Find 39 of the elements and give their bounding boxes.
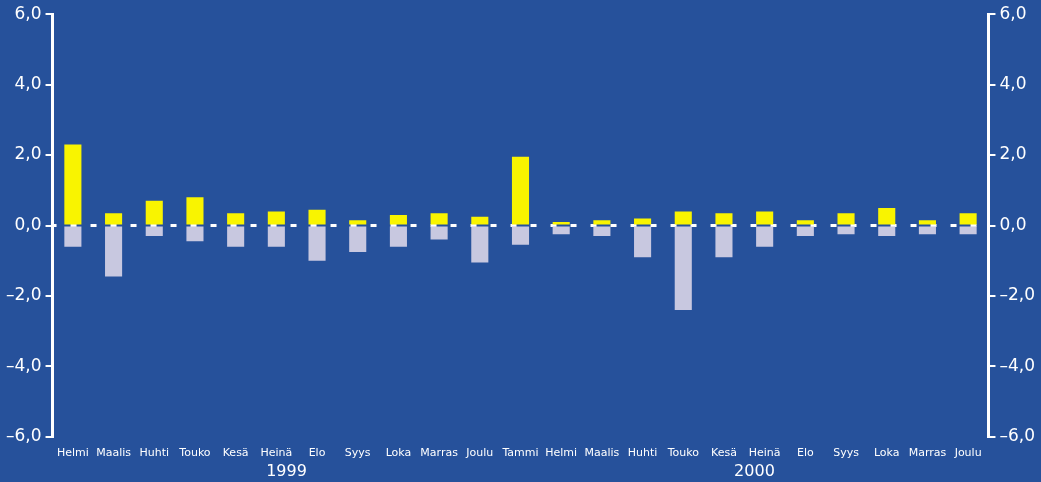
- x-tick-label: Helmi: [56, 446, 89, 460]
- x-tick-label: Loka: [873, 446, 900, 460]
- x-tick-label: Kesä: [222, 446, 249, 460]
- x-tick-label: Elo: [308, 446, 326, 460]
- y-tick-label: 4,0: [14, 73, 42, 94]
- x-tick-label: Syys: [833, 446, 860, 460]
- x-tick-label: Syys: [344, 446, 371, 460]
- y-tick-label: 0,0: [14, 213, 42, 234]
- x-tick-label: Marras: [420, 446, 459, 460]
- x-tick-label: Joulu: [953, 446, 982, 460]
- x-tick-label: Tammi: [501, 446, 539, 460]
- y2-tick-label: 4,0: [999, 73, 1027, 94]
- x-tick-label: Loka: [385, 446, 412, 460]
- x-tick-label: Touko: [178, 446, 211, 460]
- x-tick-label: Elo: [796, 446, 814, 460]
- x-tick-label: Marras: [908, 446, 947, 460]
- x-tick-label: Joulu: [465, 446, 494, 460]
- y2-tick-label: –2,0: [999, 284, 1036, 305]
- x-tick-label: Huhti: [139, 446, 170, 460]
- x-tick-label: Touko: [666, 446, 700, 460]
- x-tick-label: Helmi: [545, 446, 578, 460]
- x-tick-label: Heinä: [260, 446, 293, 460]
- x-tick-label: Maalis: [584, 446, 620, 460]
- y2-tick-label: 6,0: [999, 2, 1027, 23]
- x-tick-label: Huhti: [627, 446, 658, 460]
- x-tick-label: Kesä: [711, 446, 737, 460]
- x-tick-label: Heinä: [748, 446, 781, 460]
- text: 1999: [266, 461, 307, 481]
- y2-tick-label: –4,0: [999, 354, 1036, 375]
- y-tick-label: 6,0: [14, 2, 42, 23]
- x-tick-label: Maalis: [96, 446, 132, 460]
- y-tick-label: 2,0: [14, 143, 42, 164]
- y-tick-label: –2,0: [5, 284, 42, 305]
- y-tick-label: –6,0: [5, 425, 42, 446]
- y-tick-label: –4,0: [5, 354, 42, 375]
- text: 2000: [734, 461, 775, 481]
- y2-tick-label: 0,0: [999, 213, 1027, 234]
- y2-tick-label: 2,0: [999, 143, 1027, 164]
- y2-tick-label: –6,0: [999, 425, 1036, 446]
